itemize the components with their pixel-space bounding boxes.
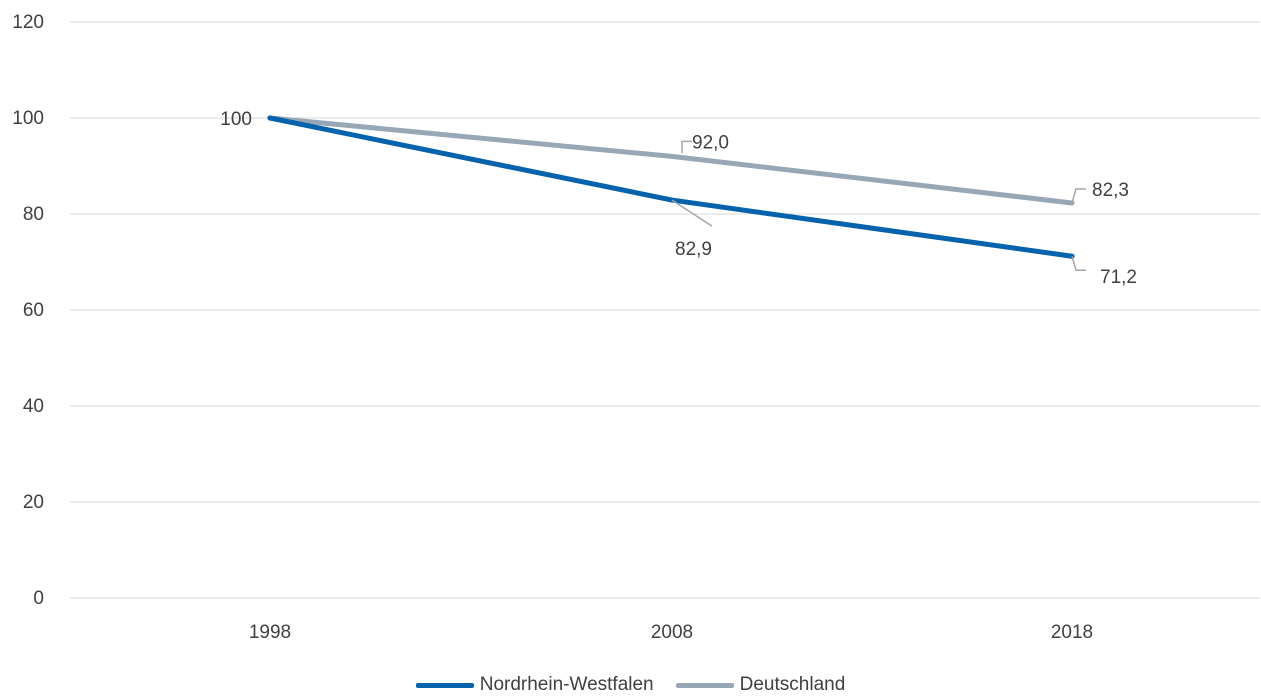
y-tick-label: 80 <box>23 204 44 225</box>
legend-label-deutschland: Deutschland <box>739 674 846 695</box>
series-lines <box>267 115 1075 259</box>
y-tick-label: 0 <box>33 588 44 609</box>
legend-item-deutschland[interactable]: Deutschland <box>675 674 846 696</box>
data-label: 71,2 <box>1100 267 1137 288</box>
leader-line <box>1071 188 1086 204</box>
y-tick-label: 120 <box>12 12 44 33</box>
y-axis: 0 20 40 60 80 100 120 <box>12 12 44 609</box>
legend: Nordrhein-Westfalen Deutschland <box>0 674 1261 696</box>
data-label: 82,3 <box>1092 180 1129 201</box>
data-label: 92,0 <box>692 132 729 153</box>
y-tick-label: 20 <box>23 492 44 513</box>
leader-line <box>681 140 692 154</box>
y-tick-label: 100 <box>12 108 44 129</box>
y-tick-label: 40 <box>23 396 44 417</box>
data-label: 82,9 <box>675 239 712 260</box>
data-point-nordrhein-westfalen <box>267 115 273 121</box>
leader-line <box>671 199 713 227</box>
data-point-deutschland <box>669 153 675 159</box>
x-tick-label: 2008 <box>651 622 693 643</box>
y-tick-label: 60 <box>23 300 44 321</box>
legend-swatch-nrw <box>415 682 474 688</box>
data-label: 100 <box>220 109 252 130</box>
x-tick-label: 2018 <box>1051 622 1093 643</box>
legend-item-nrw[interactable]: Nordrhein-Westfalen <box>415 674 654 696</box>
x-axis: 1998 2008 2018 <box>249 622 1093 643</box>
leader-line <box>1071 256 1086 271</box>
legend-swatch-deutschland <box>675 682 734 688</box>
series-line-deutschland <box>267 115 1075 206</box>
legend-label-nrw: Nordrhein-Westfalen <box>479 674 654 695</box>
x-tick-label: 1998 <box>249 622 291 643</box>
data-labels: 100 92,0 82,9 82,3 71,2 <box>220 109 1137 288</box>
